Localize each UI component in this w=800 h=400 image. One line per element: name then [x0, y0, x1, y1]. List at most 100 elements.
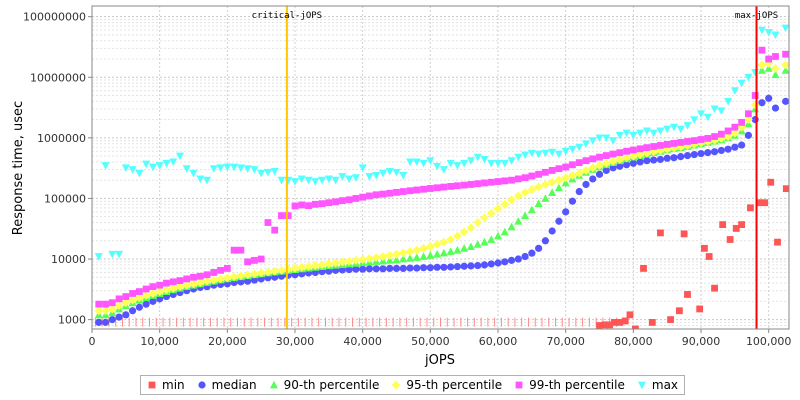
data-point: [189, 279, 198, 289]
legend-item: 90-th percentile: [269, 378, 379, 392]
data-point: [562, 163, 570, 171]
data-point: [251, 256, 258, 264]
data-point: [535, 170, 543, 178]
data-point: [757, 60, 767, 70]
data-point: [744, 73, 753, 82]
data-point: [743, 115, 753, 125]
data-point: [223, 265, 231, 272]
data-point: [494, 259, 502, 267]
data-point: [683, 122, 692, 130]
data-point: [588, 137, 597, 145]
data-point: [392, 264, 401, 273]
x-axis-label: jOPS: [424, 353, 455, 368]
data-point: [487, 260, 495, 268]
data-point: [372, 191, 380, 199]
data-point: [670, 139, 678, 147]
data-point: [555, 165, 563, 173]
data-point: [656, 127, 665, 136]
data-point: [629, 131, 638, 140]
data-point: [548, 188, 557, 196]
data-point: [723, 132, 733, 141]
data-point: [433, 184, 441, 192]
data-point: [635, 150, 645, 159]
data-point: [781, 24, 789, 33]
data-point: [589, 175, 597, 183]
data-point: [216, 274, 225, 284]
data-point: [622, 161, 631, 169]
data-point: [250, 166, 259, 174]
data-point: [507, 157, 516, 165]
data-point: [663, 140, 671, 148]
series-layer: [94, 24, 789, 329]
legend-marker: [391, 380, 401, 390]
data-point: [650, 143, 658, 150]
data-point: [513, 191, 523, 201]
data-point: [392, 168, 401, 177]
series-min: [596, 178, 789, 329]
data-point: [291, 178, 300, 186]
data-point: [595, 134, 604, 143]
data-point: [155, 287, 165, 296]
data-point: [575, 143, 584, 152]
data-point: [243, 165, 252, 173]
data-point: [611, 318, 618, 326]
data-point: [704, 134, 712, 142]
data-point: [115, 250, 124, 259]
data-point: [782, 97, 789, 105]
data-point: [554, 183, 563, 192]
legend-label: min: [162, 378, 185, 392]
y-tick-label: 10000: [51, 253, 86, 266]
data-point: [277, 176, 286, 185]
data-point: [696, 305, 704, 313]
data-point: [317, 260, 327, 270]
data-point: [690, 150, 698, 159]
data-point: [677, 153, 685, 161]
x-tick-label: 80,000: [614, 335, 653, 348]
data-point: [667, 316, 674, 324]
data-point: [156, 281, 164, 289]
data-point: [568, 145, 577, 154]
data-point: [710, 135, 719, 145]
data-point: [534, 199, 543, 208]
data-point: [494, 159, 503, 168]
data-point: [250, 276, 259, 284]
legend-marker: [148, 381, 156, 389]
legend-swatch: [148, 381, 156, 389]
data-point: [338, 173, 347, 181]
data-point: [761, 199, 769, 207]
data-point: [541, 149, 550, 158]
data-point: [500, 227, 509, 236]
data-point: [717, 107, 726, 115]
data-point: [156, 295, 164, 303]
data-point: [256, 268, 266, 278]
data-point: [616, 318, 624, 326]
data-point: [623, 147, 630, 155]
data-point: [474, 180, 482, 188]
data-point: [433, 263, 441, 271]
data-point: [142, 285, 150, 293]
data-point: [94, 253, 103, 261]
data-point: [589, 155, 597, 163]
data-point: [412, 253, 421, 261]
data-point: [102, 300, 109, 308]
data-point: [325, 199, 333, 207]
data-point: [426, 251, 435, 259]
data-point: [717, 130, 725, 138]
data-point: [203, 176, 212, 185]
data-point: [162, 159, 171, 168]
data-point: [101, 306, 110, 316]
data-point: [440, 263, 448, 271]
data-point: [405, 247, 415, 256]
data-point: [690, 116, 699, 124]
data-point: [764, 29, 773, 37]
legend-swatch: [515, 381, 523, 389]
data-point: [527, 205, 536, 214]
data-point: [602, 166, 610, 175]
data-point: [331, 176, 340, 185]
data-point: [148, 289, 158, 298]
data-point: [447, 263, 455, 271]
data-point: [772, 53, 779, 60]
marker-label: max-jOPS: [735, 11, 778, 21]
data-point: [182, 165, 191, 173]
data-point: [183, 275, 191, 283]
